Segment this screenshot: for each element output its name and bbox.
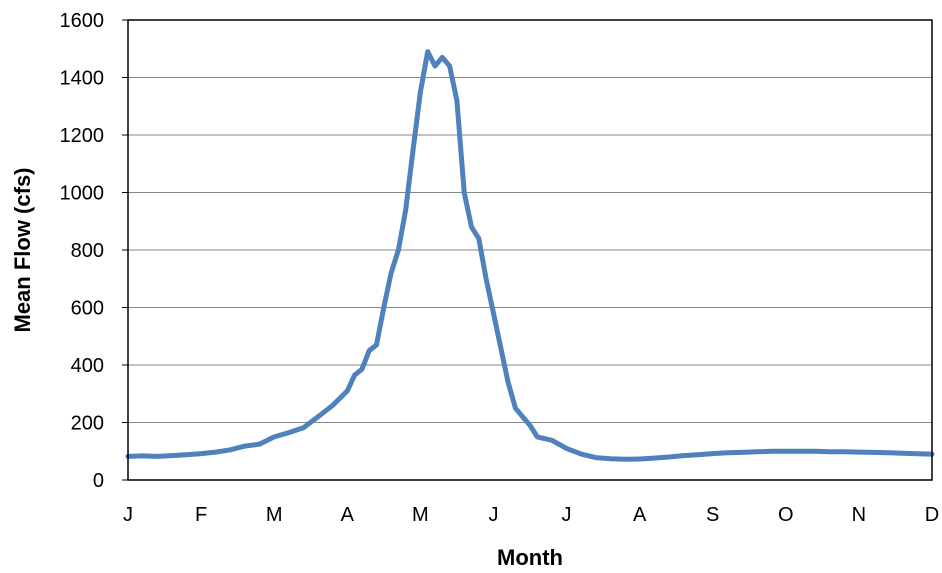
x-tick-label: O xyxy=(778,504,794,526)
y-tick-label: 1200 xyxy=(60,125,105,147)
x-tick-label: M xyxy=(266,504,283,526)
x-tick-label: J xyxy=(562,504,572,526)
x-tick-label: A xyxy=(341,504,355,526)
y-tick-label: 400 xyxy=(71,355,104,377)
series-layer xyxy=(125,49,935,462)
y-axis-title: Mean Flow (cfs) xyxy=(10,167,35,332)
x-tick-label: D xyxy=(925,504,939,526)
series-line xyxy=(125,49,935,462)
x-axis-title: Month xyxy=(497,545,563,570)
y-tick-labels: 0 200 400 600 800 1000 1200 1400 1600 xyxy=(60,10,128,492)
y-tick-label: 200 xyxy=(71,413,104,435)
x-tick-label: F xyxy=(195,504,207,526)
x-tick-label: S xyxy=(706,504,719,526)
y-tick-label: 1600 xyxy=(60,10,105,32)
gridlines xyxy=(128,77,932,423)
plot-frame xyxy=(127,19,933,481)
x-tick-label: A xyxy=(633,504,647,526)
y-tick-label: 800 xyxy=(71,240,104,262)
y-tick-label: 600 xyxy=(71,298,104,320)
x-tick-label: N xyxy=(852,504,866,526)
y-tick-label: 1400 xyxy=(60,68,105,90)
x-tick-label: J xyxy=(488,504,498,526)
x-tick-label: M xyxy=(412,504,429,526)
x-tick-label: J xyxy=(123,504,133,526)
y-tick-label: 0 xyxy=(93,470,104,492)
y-tick-label: 1000 xyxy=(60,183,105,205)
